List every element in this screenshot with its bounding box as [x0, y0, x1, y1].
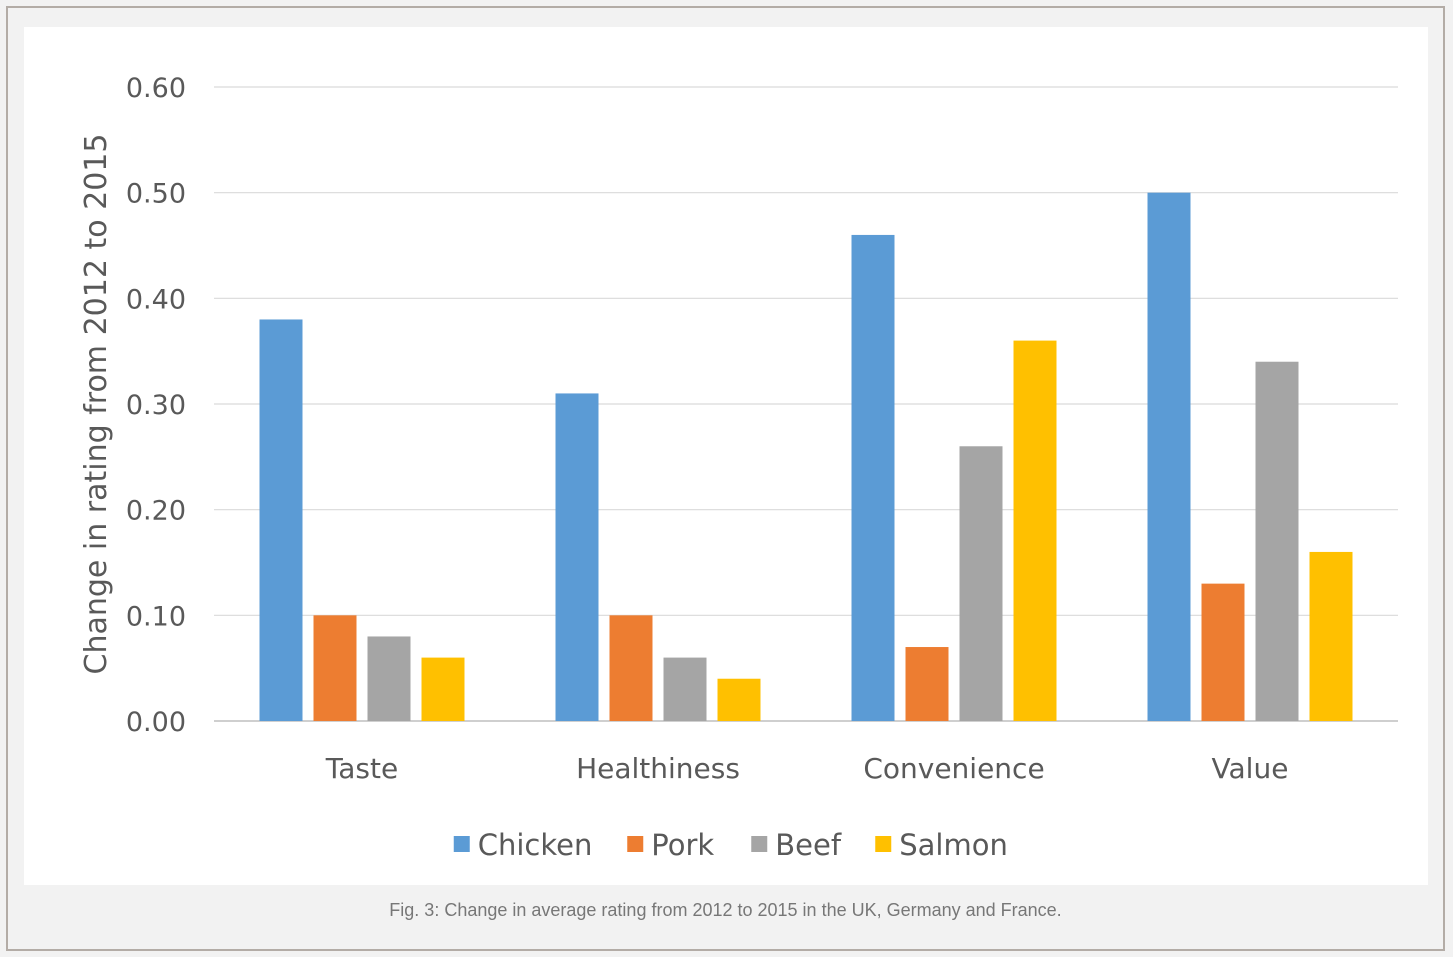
legend-item-pork: Pork — [627, 828, 714, 862]
legend-label: Pork — [651, 828, 714, 862]
y-tick-label: 0.10 — [126, 601, 186, 632]
bar-chicken-taste — [259, 319, 303, 721]
legend-label: Salmon — [899, 828, 1008, 862]
legend-swatch — [627, 836, 644, 852]
bar-pork-taste — [313, 615, 357, 721]
y-tick-labels: 0.00 0.10 0.20 0.30 0.40 0.50 0.60 — [126, 73, 186, 738]
bar-pork-value — [1201, 583, 1245, 721]
category-label: Value — [1212, 752, 1289, 785]
bar-salmon-convenience — [1013, 340, 1057, 721]
bar-salmon-taste — [421, 657, 465, 721]
bar-beef-convenience — [959, 446, 1003, 721]
category-label: Convenience — [863, 752, 1044, 785]
legend-item-salmon: Salmon — [875, 828, 1008, 862]
y-tick-label: 0.40 — [126, 284, 186, 315]
legend-swatch — [453, 836, 470, 852]
bar-beef-healthiness — [663, 657, 707, 721]
bars — [259, 192, 1353, 721]
bar-pork-healthiness — [609, 615, 653, 721]
legend-swatch — [875, 836, 892, 852]
bar-salmon-value — [1309, 551, 1353, 721]
legend-swatch — [751, 836, 768, 852]
category-labels: Taste Healthiness Convenience Value — [325, 752, 1289, 785]
legend-item-beef: Beef — [751, 828, 842, 862]
bar-beef-taste — [367, 636, 411, 721]
bar-salmon-healthiness — [717, 678, 761, 721]
figure-frame: 0.00 0.10 0.20 0.30 0.40 0.50 0.60 Taste Health… — [6, 6, 1445, 951]
chart-panel: 0.00 0.10 0.20 0.30 0.40 0.50 0.60 Taste Health… — [24, 27, 1428, 885]
bar-chicken-healthiness — [555, 393, 599, 721]
figure-caption: Fig. 3: Change in average rating from 20… — [389, 900, 1062, 920]
y-tick-label: 0.60 — [126, 73, 186, 104]
bar-chart: 0.00 0.10 0.20 0.30 0.40 0.50 0.60 Taste Health… — [79, 73, 1398, 862]
legend-label: Chicken — [478, 828, 593, 862]
category-label: Healthiness — [576, 752, 740, 785]
gridlines — [214, 86, 1398, 722]
legend-item-chicken: Chicken — [453, 828, 593, 862]
legend-label: Beef — [775, 828, 842, 862]
y-tick-label: 0.30 — [126, 390, 186, 421]
bar-beef-value — [1255, 361, 1299, 721]
bar-chicken-convenience — [851, 234, 895, 721]
y-axis-title: Change in rating from 2012 to 2015 — [79, 134, 114, 675]
bar-pork-convenience — [905, 647, 949, 721]
y-tick-label: 0.50 — [126, 179, 186, 210]
legend: Chicken Pork Beef Salmon — [453, 828, 1008, 862]
category-label: Taste — [325, 752, 398, 785]
bar-chicken-value — [1147, 192, 1191, 721]
y-tick-label: 0.20 — [126, 496, 186, 527]
y-tick-label: 0.00 — [126, 707, 186, 738]
